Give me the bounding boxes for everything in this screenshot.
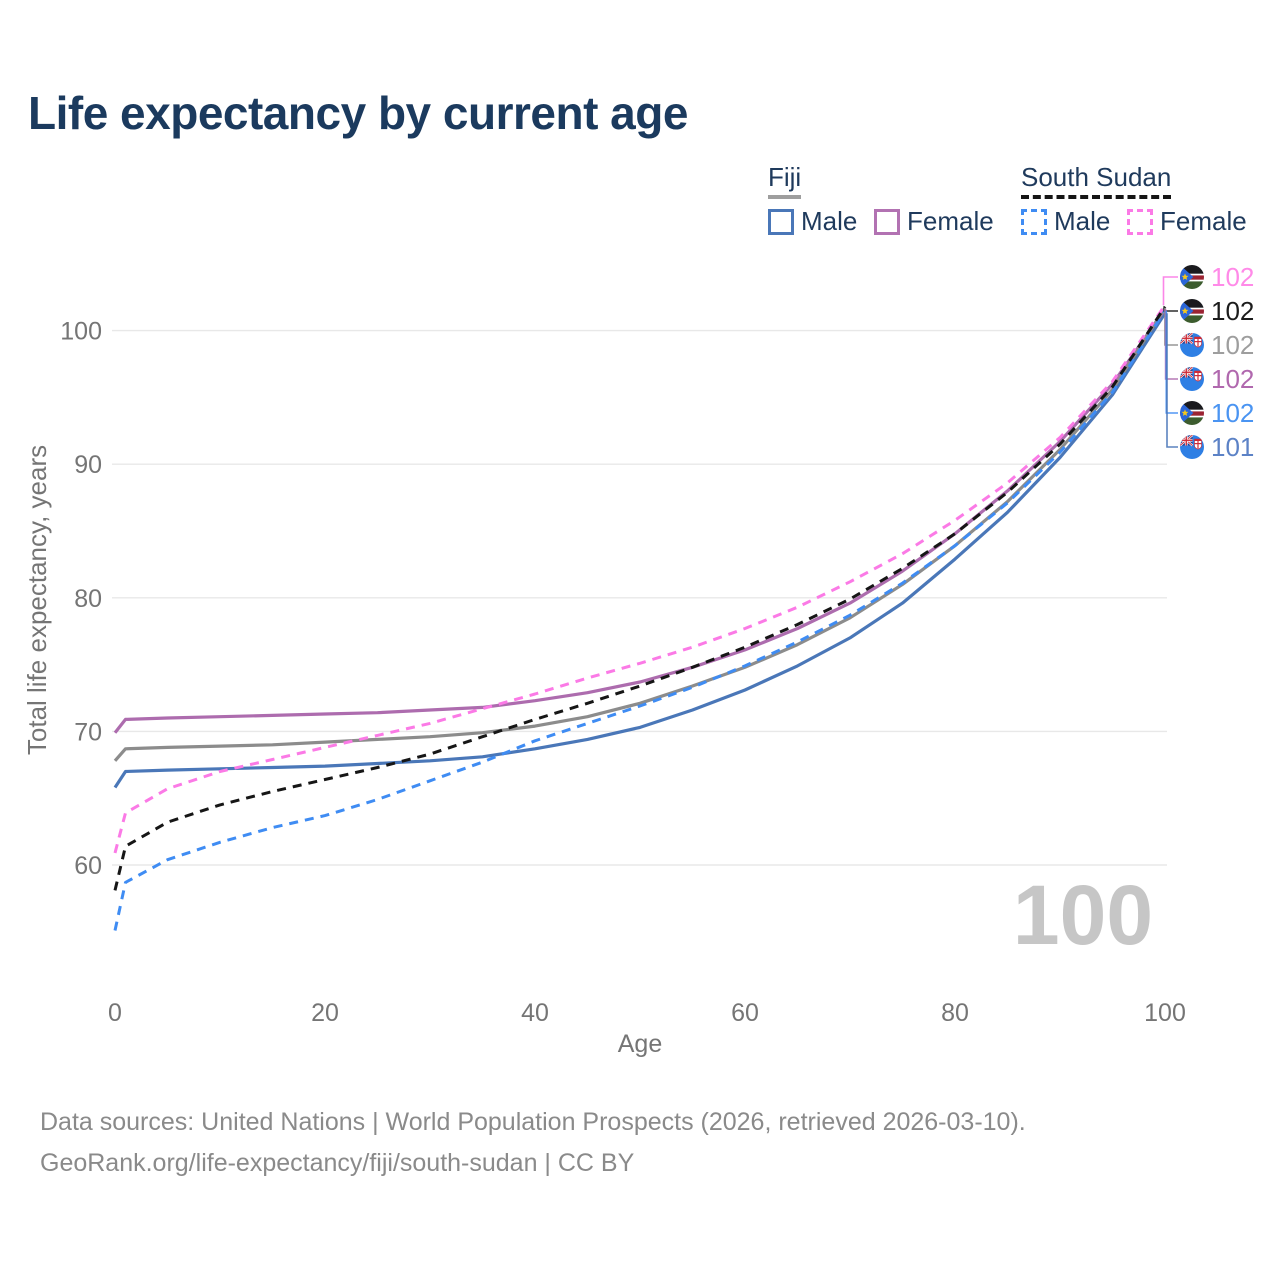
- x-axis-title: Age: [618, 1030, 662, 1058]
- series-line-fiji-both-sexes[interactable]: [113, 307, 1167, 762]
- y-tick-label-60: 60: [74, 852, 102, 880]
- legend-item-fiji-female[interactable]: Female: [874, 206, 994, 237]
- series-line-fiji-male[interactable]: [113, 312, 1167, 789]
- legend-south-sudan-male-label: Male: [1054, 206, 1111, 236]
- legend-item-south-sudan-female[interactable]: Female: [1127, 206, 1247, 237]
- hover-age-indicator: 100: [1013, 868, 1153, 962]
- south-sudan-flag-icon: [1180, 401, 1204, 425]
- end-label-value-fiji-female: 102: [1211, 364, 1254, 394]
- legend-fiji-male-label: Male: [801, 206, 858, 236]
- x-tick-label-20: 20: [311, 999, 339, 1027]
- legend-group-south-sudan-header: South Sudan: [1021, 162, 1172, 199]
- legend-item-south-sudan-male[interactable]: Male: [1021, 206, 1110, 237]
- south-sudan-flag-icon: [1180, 299, 1204, 323]
- end-label-value-south-sudan-male: 102: [1211, 398, 1254, 428]
- y-tick-label-90: 90: [74, 451, 102, 479]
- series-line-south-sudan-both-sexes[interactable]: [113, 305, 1167, 891]
- attribution-text: GeoRank.org/life-expectancy/fiji/south-s…: [40, 1149, 635, 1177]
- legend-item-fiji-male[interactable]: Male: [768, 206, 857, 237]
- y-axis-title: Total life expectancy, years: [22, 445, 52, 755]
- fiji-flag-icon: [1180, 435, 1204, 459]
- south-sudan-female-swatch-icon: [1127, 208, 1153, 235]
- x-tick-label-0: 0: [108, 999, 122, 1027]
- fiji-flag-icon: [1180, 333, 1204, 357]
- end-label-leader-line: [1166, 313, 1178, 448]
- legend-fiji-label: Fiji: [768, 162, 802, 199]
- fiji-male-swatch-icon: [768, 208, 794, 235]
- x-tick-label-40: 40: [521, 999, 549, 1027]
- y-tick-label-80: 80: [74, 585, 102, 613]
- y-tick-label-70: 70: [74, 718, 102, 746]
- legend-south-sudan-label: South Sudan: [1021, 162, 1172, 199]
- south-sudan-flag-icon: [1180, 265, 1204, 289]
- x-tick-label-80: 80: [941, 999, 969, 1027]
- end-label-value-fiji-both-sexes: 102: [1211, 330, 1254, 360]
- end-label-leader-line: [1165, 310, 1178, 414]
- end-label-leader-line: [1162, 276, 1178, 306]
- page-title: Life expectancy by current age: [28, 87, 688, 139]
- south-sudan-male-swatch-icon: [1021, 208, 1047, 235]
- data-sources-text: Data sources: United Nations | World Pop…: [40, 1108, 1026, 1136]
- end-label-value-south-sudan-both-sexes: 102: [1211, 296, 1254, 326]
- series-line-south-sudan-female[interactable]: [113, 304, 1167, 854]
- legend-group-fiji-header: Fiji: [768, 162, 802, 199]
- fiji-flag-icon: [1180, 367, 1204, 391]
- legend-fiji-female-label: Female: [907, 206, 994, 236]
- legend-south-sudan-female-label: Female: [1160, 206, 1247, 236]
- x-tick-label-100: 100: [1144, 999, 1186, 1027]
- y-tick-label-100: 100: [60, 318, 102, 346]
- end-label-value-south-sudan-female: 102: [1211, 262, 1254, 292]
- series-line-south-sudan-male[interactable]: [113, 309, 1167, 931]
- series-line-fiji-female[interactable]: [113, 308, 1167, 734]
- fiji-female-swatch-icon: [874, 208, 900, 235]
- x-tick-label-60: 60: [731, 999, 759, 1027]
- end-label-value-fiji-male: 101: [1211, 432, 1254, 462]
